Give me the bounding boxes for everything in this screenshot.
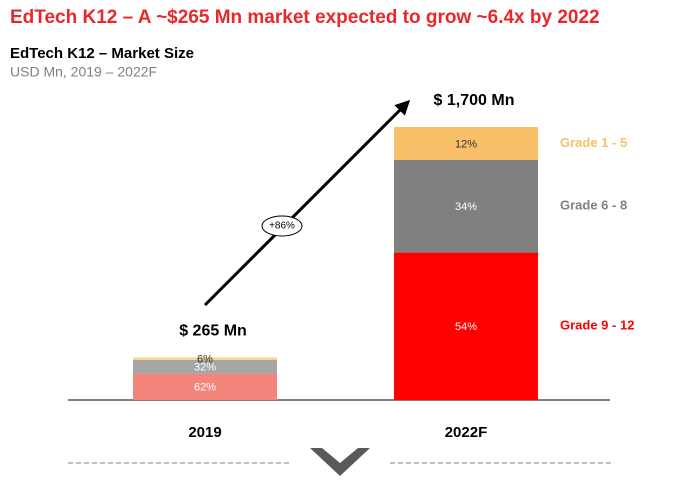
value-label: 62% [194,382,216,394]
bar-segment [133,359,277,374]
growth-badge [261,215,303,237]
value-label: 34% [455,201,477,213]
legend-label: Grade 9 - 12 [560,318,634,333]
legend-label: Grade 1 - 5 [560,135,627,150]
value-label: 6% [197,354,213,366]
bar-segment [394,252,538,400]
bar-segment [394,127,538,160]
legend-label: Grade 6 - 8 [560,198,627,213]
total-label: $ 1,700 Mn [434,92,515,109]
bar-segment [394,159,538,253]
chevron [310,448,370,476]
bar-segment [133,373,277,400]
chart-subtitle: EdTech K12 – Market Size [10,45,194,62]
chart-title: EdTech K12 – A ~$265 Mn market expected … [10,7,600,28]
value-label: 12% [455,138,477,150]
growth-label: +86% [269,221,295,232]
growth-arrow [203,99,411,307]
value-label: 54% [455,321,477,333]
bar-segment [133,357,277,360]
x-tick-label: 2019 [188,424,221,441]
units: USD Mn, 2019 – 2022F [10,64,157,80]
value-label: 32% [194,362,216,374]
total-label: $ 265 Mn [179,323,247,340]
x-tick-label: 2022F [445,424,488,441]
